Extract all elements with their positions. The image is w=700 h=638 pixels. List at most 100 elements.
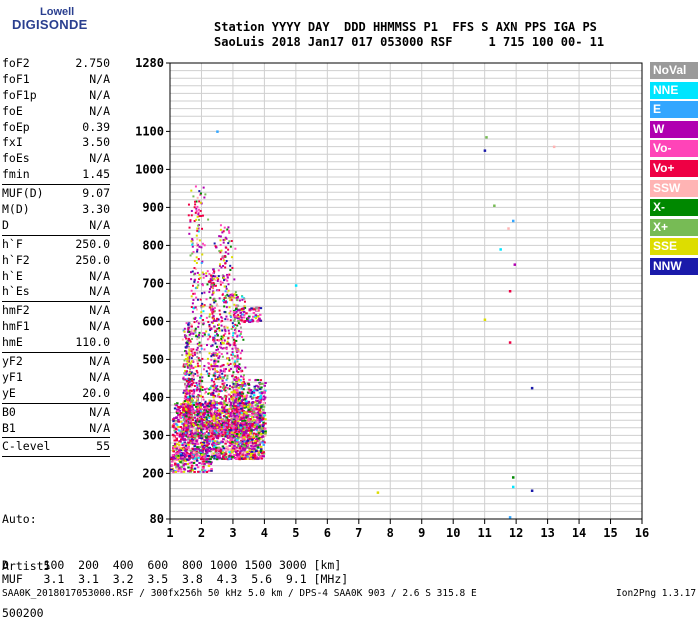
- echo-point: [206, 410, 209, 413]
- echo-point: [208, 423, 211, 426]
- echo-point: [202, 322, 205, 325]
- echo-point: [245, 426, 248, 429]
- echo-point: [240, 391, 244, 394]
- echo-point: [173, 407, 177, 410]
- echo-point: [209, 422, 212, 425]
- echo-point: [229, 319, 232, 322]
- echo-point: [197, 321, 200, 324]
- echo-point: [223, 305, 226, 308]
- echo-point: [229, 367, 232, 370]
- echo-point: [207, 435, 210, 438]
- param-row: h`F 250.0: [2, 237, 110, 253]
- echo-point: [195, 382, 198, 385]
- echo-point: [203, 444, 206, 447]
- echo-point: [234, 344, 237, 347]
- echo-point: [260, 418, 264, 421]
- echo-point: [213, 384, 216, 387]
- echo-point: [227, 456, 231, 459]
- echo-point: [231, 448, 235, 451]
- echo-point: [184, 450, 188, 453]
- echo-point: [203, 414, 206, 417]
- echo-point: [187, 438, 190, 441]
- echo-point: [217, 426, 220, 429]
- echo-point: [231, 357, 234, 360]
- echo-point: [201, 253, 204, 256]
- echo-point: [233, 313, 236, 316]
- param-row: yF1 N/A: [2, 370, 110, 386]
- echo-point: [213, 383, 216, 386]
- echo-point: [226, 326, 229, 329]
- echo-point: [246, 444, 250, 447]
- echo-point: [213, 445, 216, 448]
- echo-point: [190, 364, 193, 367]
- x-tick-label: 8: [387, 526, 394, 540]
- echo-point: [181, 416, 184, 419]
- echo-point: [235, 408, 238, 411]
- echo-point: [208, 416, 211, 419]
- echo-point: [219, 429, 222, 432]
- echo-point: [220, 266, 223, 269]
- isolated-echo-point: [508, 341, 512, 344]
- echo-point: [199, 410, 202, 413]
- echo-point: [246, 401, 250, 404]
- echo-point: [189, 407, 192, 410]
- echo-point: [243, 406, 246, 409]
- echo-point: [214, 352, 217, 355]
- echo-point: [196, 205, 199, 208]
- echo-point: [235, 397, 238, 400]
- echo-point: [242, 374, 245, 377]
- echo-point: [173, 417, 176, 420]
- echo-point: [218, 250, 221, 253]
- echo-point: [230, 431, 233, 434]
- echo-point: [213, 310, 216, 313]
- echo-point: [255, 437, 259, 440]
- echo-point: [213, 307, 216, 310]
- echo-point: [250, 434, 253, 437]
- echo-point: [213, 399, 216, 402]
- echo-point: [215, 431, 218, 434]
- echo-point: [221, 355, 224, 358]
- echo-point: [229, 429, 232, 432]
- echo-point: [171, 460, 174, 463]
- echo-point: [184, 346, 187, 349]
- echo-point: [197, 349, 200, 352]
- echo-point: [221, 445, 225, 448]
- echo-point: [254, 419, 257, 422]
- echo-point: [172, 457, 176, 460]
- echo-point: [233, 376, 236, 379]
- echo-point: [215, 378, 218, 381]
- echo-point: [212, 268, 215, 271]
- echo-point: [245, 424, 249, 427]
- echo-point: [188, 404, 191, 407]
- echo-point: [182, 408, 186, 411]
- echo-point: [202, 448, 205, 451]
- echo-point: [188, 433, 191, 436]
- echo-point: [247, 429, 251, 432]
- echo-point: [236, 356, 239, 359]
- echo-point: [247, 387, 251, 390]
- param-row: foEs N/A: [2, 151, 110, 167]
- echo-point: [211, 405, 214, 408]
- echo-point: [215, 385, 218, 388]
- echo-point: [223, 399, 226, 402]
- echo-point: [226, 432, 229, 435]
- echo-point: [192, 409, 195, 412]
- param-value: 3.30: [82, 202, 110, 217]
- echo-point: [201, 445, 204, 448]
- echo-point: [199, 424, 202, 427]
- echo-point: [242, 439, 245, 442]
- echo-point: [227, 441, 231, 444]
- echo-point: [197, 425, 200, 428]
- echo-point: [250, 430, 253, 433]
- echo-point: [235, 415, 238, 418]
- echo-point: [218, 297, 221, 300]
- echo-point: [239, 450, 242, 453]
- echo-point: [236, 364, 239, 367]
- echo-point: [248, 378, 251, 381]
- echo-point: [209, 303, 212, 306]
- echo-point: [230, 437, 234, 440]
- echo-point: [193, 259, 196, 262]
- echo-point: [225, 454, 229, 457]
- echo-point: [251, 416, 254, 419]
- echo-point: [221, 456, 225, 459]
